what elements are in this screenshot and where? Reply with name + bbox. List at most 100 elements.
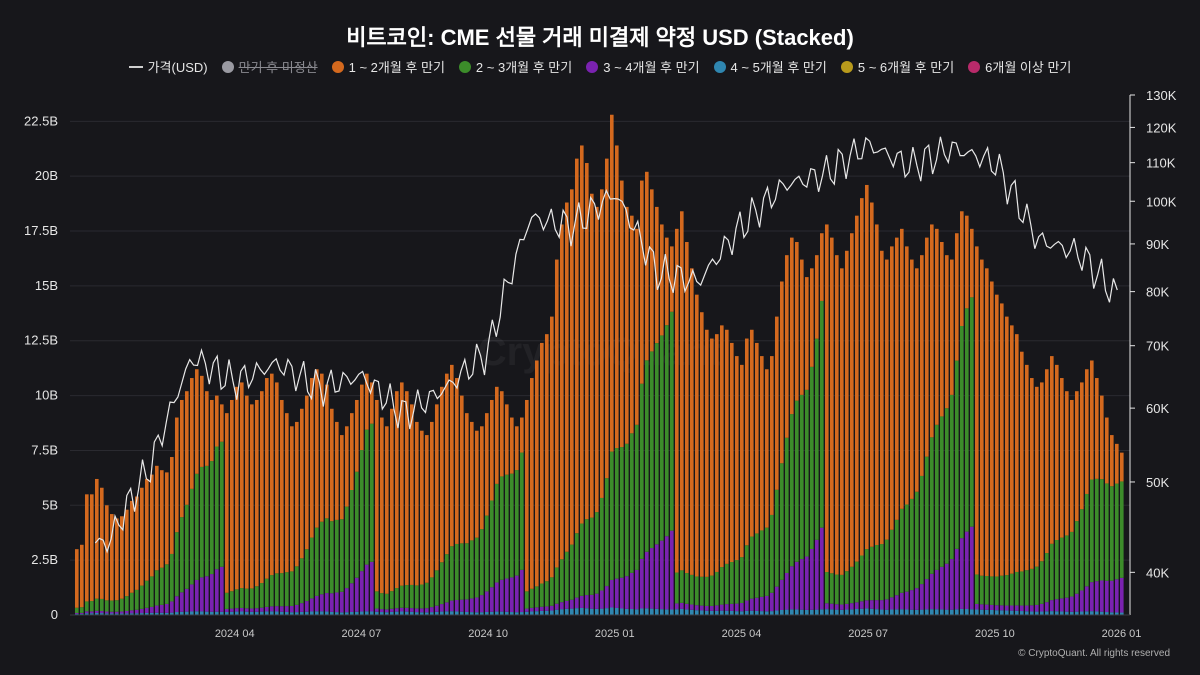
bar-segment <box>280 399 284 574</box>
bar-segment <box>215 395 219 447</box>
bar-segment <box>670 530 674 610</box>
bar-segment <box>1090 611 1094 615</box>
bar-segment <box>520 612 524 615</box>
bar-segment <box>780 609 784 615</box>
bar-segment <box>1005 316 1009 576</box>
bar-segment <box>620 577 624 609</box>
bar-segment <box>930 224 934 438</box>
bar-segment <box>220 404 224 442</box>
bar-segment <box>565 600 569 609</box>
bar-segment <box>935 228 939 425</box>
legend-item-0[interactable]: 가격(USD) <box>128 57 208 76</box>
bar-segment <box>1060 611 1064 615</box>
legend-item-6[interactable]: 5 ~ 6개월 후 만기 <box>840 57 954 76</box>
bar-segment <box>660 609 664 615</box>
bar-segment <box>765 369 769 528</box>
bar-segment <box>700 605 704 611</box>
bar-segment <box>370 561 374 612</box>
bar-segment <box>615 607 619 615</box>
bar-segment <box>155 605 159 613</box>
bar-segment <box>495 386 499 484</box>
legend-item-7[interactable]: 6개월 이상 만기 <box>968 57 1071 76</box>
bar-segment <box>715 610 719 615</box>
bar-segment <box>545 606 549 611</box>
bar-segment <box>610 579 614 608</box>
bar-segment <box>330 593 334 612</box>
bar-segment <box>105 505 109 601</box>
bar-segment <box>1040 611 1044 615</box>
bar-segment <box>925 456 929 580</box>
left-tick-label: 10B <box>35 388 58 403</box>
bar-segment <box>1015 571 1019 606</box>
bar-segment <box>595 512 599 594</box>
bar-segment <box>485 515 489 592</box>
bar-segment <box>505 578 509 612</box>
bar-segment <box>1120 577 1124 613</box>
bar-segment <box>480 612 484 615</box>
bar-segment <box>1100 479 1104 581</box>
bar-segment <box>355 611 359 615</box>
bar-segment <box>455 378 459 544</box>
bar-segment <box>385 612 389 615</box>
bar-segment <box>515 426 519 471</box>
bar-segment <box>135 589 139 610</box>
bar-segment <box>195 473 199 580</box>
bar-segment <box>140 585 144 609</box>
bar-segment <box>685 609 689 615</box>
legend-item-2[interactable]: 1 ~ 2개월 후 만기 <box>331 57 445 76</box>
bar-segment <box>910 590 914 610</box>
bar-segment <box>175 532 179 597</box>
legend-item-1[interactable]: 만기 후 미정산 <box>221 57 318 76</box>
bar-segment <box>345 588 349 613</box>
bar-segment <box>350 489 354 584</box>
legend-item-3[interactable]: 2 ~ 3개월 후 만기 <box>458 57 572 76</box>
bar-segment <box>645 360 649 552</box>
bar-segment <box>110 514 114 601</box>
bar-segment <box>315 611 319 615</box>
bar-segment <box>475 597 479 613</box>
bar-segment <box>605 158 609 479</box>
bar-segment <box>345 612 349 615</box>
bar-segment <box>175 596 179 613</box>
bar-segment <box>90 494 94 602</box>
bar-segment <box>275 382 279 574</box>
bar-segment <box>575 533 579 598</box>
bar-segment <box>95 612 99 615</box>
bar-segment <box>1060 537 1064 599</box>
bar-segment <box>350 583 354 612</box>
bar-segment <box>810 609 814 615</box>
bar-segment <box>995 294 999 577</box>
bar-segment <box>925 609 929 615</box>
bar-segment <box>655 206 659 344</box>
legend-label: 가격(USD) <box>147 60 208 75</box>
bar-segment <box>575 608 579 615</box>
bar-segment <box>75 549 79 608</box>
bar-segment <box>615 448 619 579</box>
bar-segment <box>700 576 704 606</box>
bar-segment <box>345 426 349 507</box>
bar-segment <box>415 612 419 615</box>
bar-segment <box>640 383 644 559</box>
bar-segment <box>415 421 419 586</box>
legend-item-5[interactable]: 4 ~ 5개월 후 만기 <box>713 57 827 76</box>
bar-segment <box>110 600 114 612</box>
bar-segment <box>395 588 399 609</box>
bar-segment <box>775 610 779 615</box>
bar-segment <box>705 329 709 577</box>
bar-segment <box>470 540 474 599</box>
bar-segment <box>120 516 124 599</box>
bar-segment <box>305 611 309 615</box>
legend-item-4[interactable]: 3 ~ 4개월 후 만기 <box>586 57 700 76</box>
bar-segment <box>960 211 964 326</box>
bar-segment <box>255 399 259 587</box>
price-line <box>94 136 1118 554</box>
bar-segment <box>325 593 329 612</box>
bar-segment <box>1065 535 1069 598</box>
bar-segment <box>1100 611 1104 615</box>
bar-segment <box>815 255 819 339</box>
bar-segment <box>635 424 639 570</box>
bar-segment <box>655 544 659 609</box>
left-tick-label: 17.5B <box>24 223 58 238</box>
bar-segment <box>515 575 519 613</box>
bar-segment <box>235 386 239 590</box>
